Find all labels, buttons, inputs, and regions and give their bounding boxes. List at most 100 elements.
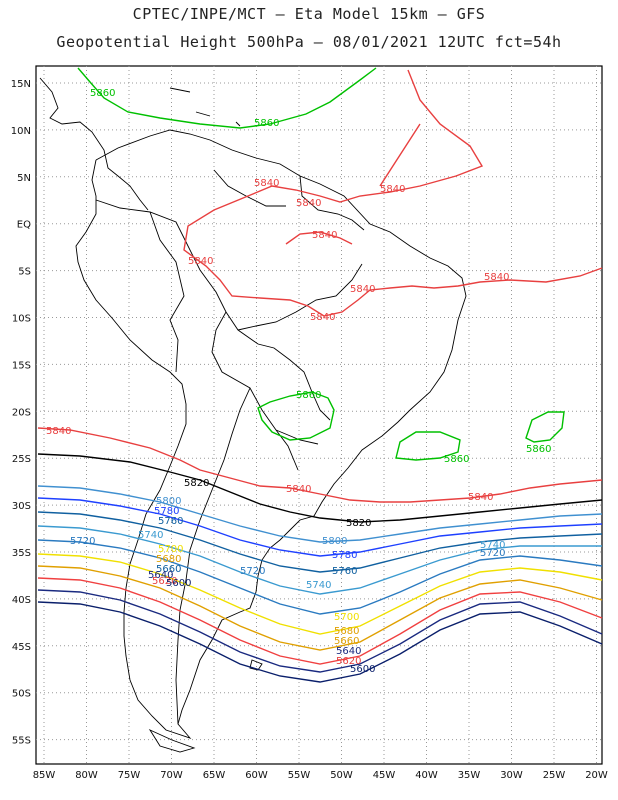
contour-5660 xyxy=(37,577,603,665)
longitude-label: 30W xyxy=(500,770,523,781)
contour-label: 5860 xyxy=(296,390,321,401)
longitude-label: 75W xyxy=(118,770,141,781)
longitude-label: 70W xyxy=(160,770,183,781)
contour-5700 xyxy=(37,553,603,635)
contour-label: 5640 xyxy=(336,646,361,657)
longitude-label: 85W xyxy=(33,770,56,781)
contour-label: 5860 xyxy=(526,444,551,455)
contour-label: 5720 xyxy=(480,548,505,559)
contour-label: 5840 xyxy=(46,426,71,437)
contour-label: 5660 xyxy=(156,564,181,575)
contour-label: 5840 xyxy=(312,230,337,241)
contour-label: 5820 xyxy=(184,478,209,489)
contour-lines xyxy=(37,67,603,683)
contour-5820 xyxy=(37,453,603,523)
latitude-label: 10N xyxy=(11,126,31,137)
contour-5720 xyxy=(37,539,603,615)
contour-label: 5720 xyxy=(70,536,95,547)
contour-5760 xyxy=(37,511,603,573)
longitude-label: 20W xyxy=(585,770,608,781)
contour-label: 5680 xyxy=(156,554,181,565)
latitude-label: 15S xyxy=(12,360,31,371)
longitude-label: 65W xyxy=(203,770,226,781)
contour-label: 5600 xyxy=(166,578,191,589)
latitude-label: 15N xyxy=(11,79,31,90)
contour-label: 5620 xyxy=(152,576,177,587)
contour-label: 5800 xyxy=(322,536,347,547)
contour-label: 5740 xyxy=(480,540,505,551)
contour-label: 5660 xyxy=(334,636,359,647)
latitude-label: 55S xyxy=(12,736,31,747)
longitude-label: 25W xyxy=(543,770,566,781)
contour-labels: 5860 5860 5860 5860 5860 5840 5840 5840 … xyxy=(46,88,551,675)
longitude-label: 80W xyxy=(75,770,98,781)
latitude-label: 25S xyxy=(12,454,31,465)
lat-lon-grid xyxy=(36,66,602,764)
contour-5840-east xyxy=(285,123,421,245)
coastlines xyxy=(39,77,467,753)
caribbean-islands xyxy=(169,87,241,127)
longitude-label: 45W xyxy=(373,770,396,781)
latitude-label: 10S xyxy=(12,314,31,325)
country-borders xyxy=(95,169,365,725)
contour-label: 5840 xyxy=(350,284,375,295)
contour-label: 5840 xyxy=(188,256,213,267)
tierra-del-fuego xyxy=(148,728,196,753)
contour-label: 5640 xyxy=(148,570,173,581)
longitude-label: 40W xyxy=(415,770,438,781)
south-america-coast xyxy=(75,129,467,739)
latitude-label: 20S xyxy=(12,407,31,418)
latitude-label: 45S xyxy=(12,642,31,653)
contour-label: 5840 xyxy=(484,272,509,283)
contour-5860-brazil xyxy=(257,391,335,441)
longitude-label: 60W xyxy=(245,770,268,781)
contour-label: 5840 xyxy=(468,492,493,503)
contour-label: 5700 xyxy=(334,612,359,623)
contour-label: 5800 xyxy=(156,496,181,507)
contour-label: 5860 xyxy=(90,88,115,99)
contour-label: 5780 xyxy=(154,506,179,517)
longitude-label: 50W xyxy=(330,770,353,781)
latitude-label: 40S xyxy=(12,595,31,606)
contour-label: 5760 xyxy=(332,566,357,577)
contour-label: 5620 xyxy=(336,656,361,667)
contour-label: 5840 xyxy=(254,178,279,189)
contour-5620 xyxy=(37,601,603,683)
contour-label: 5740 xyxy=(306,580,331,591)
latitude-labels: 15N 10N 5N EQ 5S 10S 15S 20S 25S 30S 35S 40S 45S 50S 5… xyxy=(11,79,31,747)
contour-5860-atlantic-2 xyxy=(525,411,565,443)
latitude-label: 50S xyxy=(12,689,31,700)
contour-5780 xyxy=(37,497,603,557)
latitude-label: 30S xyxy=(12,501,31,512)
contour-5800 xyxy=(37,485,603,543)
latitude-label: EQ xyxy=(17,220,31,231)
contour-5860-atlantic-1 xyxy=(395,431,461,461)
contour-label: 5860 xyxy=(254,118,279,129)
contour-label: 5840 xyxy=(286,484,311,495)
contour-label: 5760 xyxy=(158,516,183,527)
contour-label: 5680 xyxy=(334,626,359,637)
contour-label: 5840 xyxy=(380,184,405,195)
contour-label: 5840 xyxy=(310,312,335,323)
contour-label: 5860 xyxy=(444,454,469,465)
contour-5740 xyxy=(37,525,602,595)
latitude-label: 5S xyxy=(18,267,31,278)
central-america-coast xyxy=(39,77,149,211)
contour-label: 5780 xyxy=(332,550,357,561)
contour-label: 5820 xyxy=(346,518,371,529)
contour-label: 5600 xyxy=(350,664,375,675)
longitude-labels: 85W 80W 75W 70W 65W 60W 55W 50W 45W 40W 35W 30W 25W 2… xyxy=(33,770,608,781)
latitude-label: 5N xyxy=(17,173,31,184)
chart-title-line-1: CPTEC/INPE/MCT – Eta Model 15km – GFS xyxy=(132,5,486,23)
longitude-label: 35W xyxy=(458,770,481,781)
contour-5840-north xyxy=(183,69,603,317)
contour-5680 xyxy=(37,565,603,651)
contour-5840-south xyxy=(37,427,603,503)
chart-title-line-2: Geopotential Height 500hPa – 08/01/2021 … xyxy=(56,33,562,51)
latitude-label: 35S xyxy=(12,548,31,559)
contour-5880-north xyxy=(77,67,377,129)
contour-label: 5720 xyxy=(240,566,265,577)
longitude-label: 55W xyxy=(288,770,311,781)
contour-label: 5740 xyxy=(138,530,163,541)
